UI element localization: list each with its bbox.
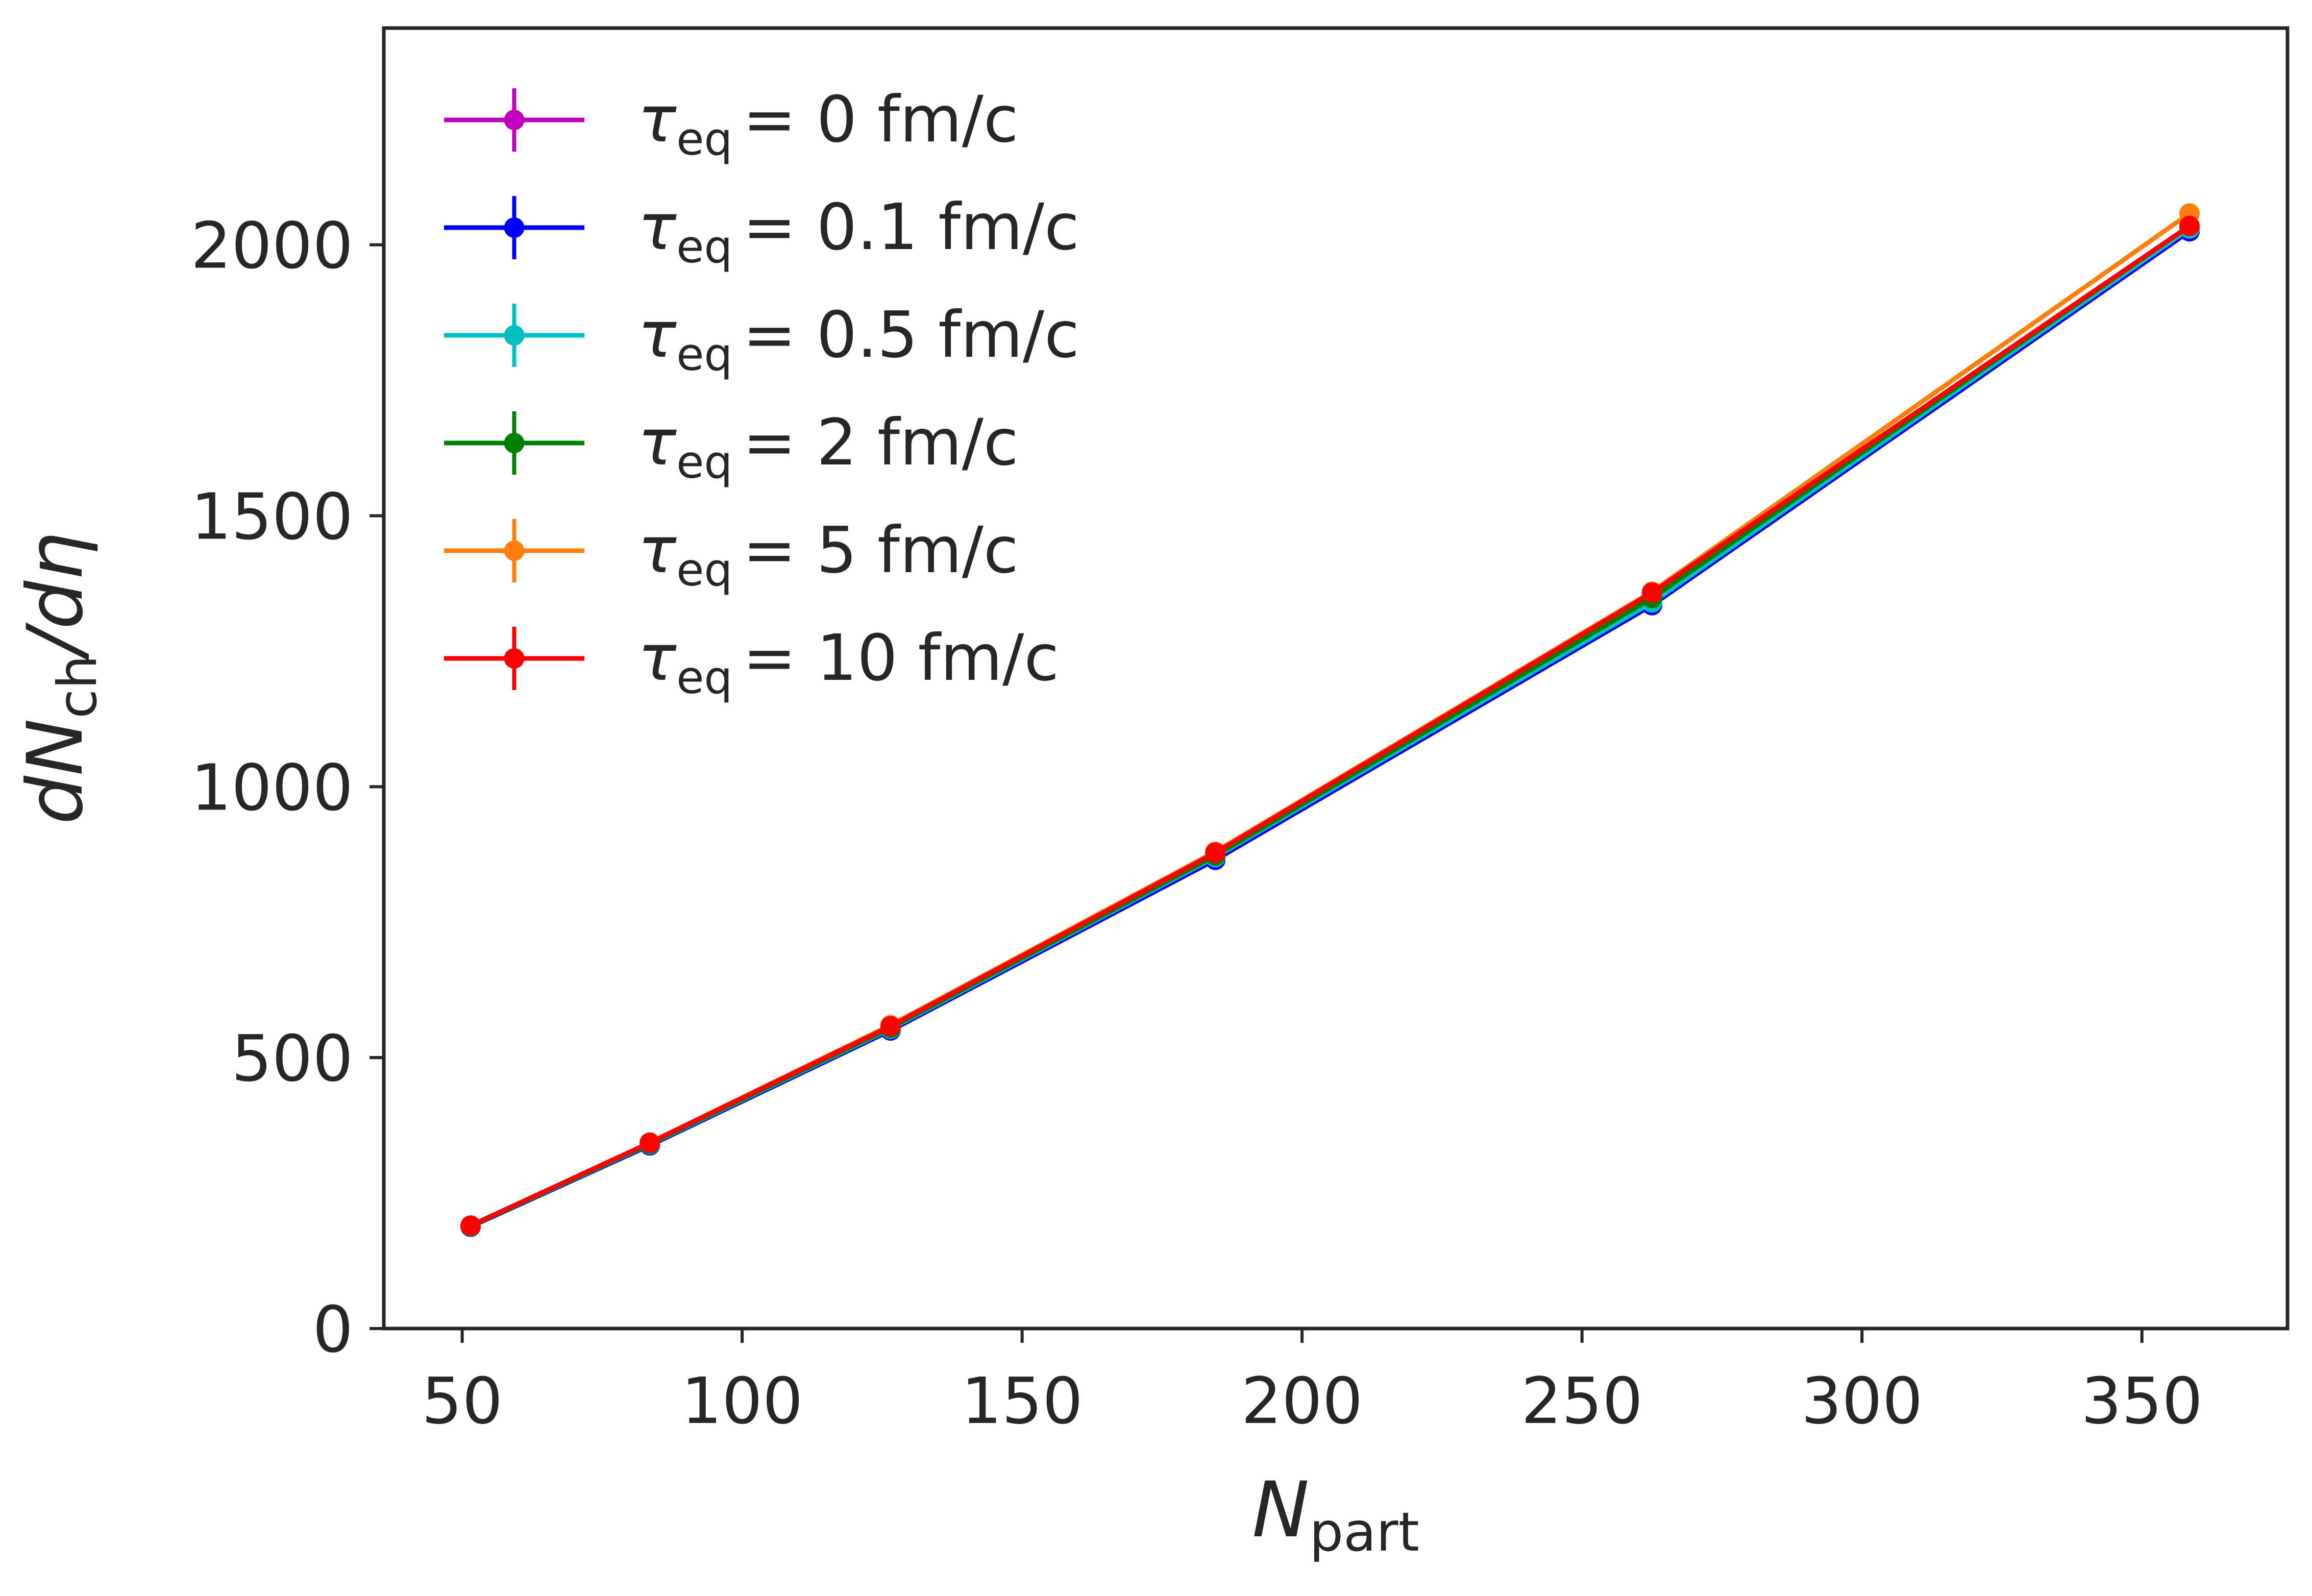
y-axis-title: dNch/dη bbox=[11, 532, 109, 825]
legend-value: = 10 fm/c bbox=[743, 621, 1059, 695]
x-tick-label: 350 bbox=[2081, 1364, 2203, 1438]
legend-entry: τeq = 2 fm/c bbox=[444, 406, 1019, 488]
y-tick-label: 0 bbox=[312, 1293, 353, 1367]
legend-marker bbox=[504, 541, 525, 561]
data-point bbox=[640, 1132, 660, 1153]
legend-label: τeq = 0 fm/c bbox=[638, 83, 1019, 165]
legend-entry: τeq = 0.1 fm/c bbox=[444, 190, 1079, 273]
plot-frame bbox=[382, 26, 2290, 1331]
x-tick-label: 150 bbox=[961, 1364, 1083, 1438]
legend-label: τeq = 0.1 fm/c bbox=[638, 190, 1079, 273]
x-tick-label: 300 bbox=[1801, 1364, 1923, 1438]
legend-value: = 2 fm/c bbox=[743, 406, 1018, 480]
legend-var: τ bbox=[638, 83, 677, 157]
legend-label: τeq = 2 fm/c bbox=[638, 406, 1019, 488]
y-axis-title-sub: ch bbox=[46, 655, 109, 719]
legend-entry: τeq = 5 fm/c bbox=[444, 513, 1019, 596]
legend-var: τ bbox=[638, 513, 677, 587]
x-axis-title: Npart bbox=[1252, 1466, 1419, 1563]
x-tick-label: 250 bbox=[1521, 1364, 1643, 1438]
series-5 bbox=[460, 215, 2200, 1236]
legend-sub: eq bbox=[676, 544, 732, 596]
legend-marker bbox=[504, 325, 525, 346]
legend-marker bbox=[504, 110, 525, 130]
legend-sub: eq bbox=[676, 113, 732, 165]
x-tick-label: 100 bbox=[681, 1364, 803, 1438]
y-axis-ticks: 0 500 1000 1500 2000 bbox=[191, 209, 384, 1367]
legend-marker bbox=[504, 217, 525, 238]
legend-var: τ bbox=[638, 406, 677, 480]
legend-value: = 0 fm/c bbox=[743, 83, 1018, 157]
y-tick-label: 2000 bbox=[191, 209, 353, 283]
y-tick-label: 1500 bbox=[191, 480, 353, 554]
legend-sub: eq bbox=[676, 220, 732, 273]
plot-area bbox=[384, 28, 2288, 1329]
series-line bbox=[468, 224, 2192, 1228]
legend-var: τ bbox=[638, 190, 677, 264]
legend-var: τ bbox=[638, 621, 677, 695]
legend-var: τ bbox=[638, 298, 677, 372]
series-layer bbox=[460, 203, 2200, 1237]
data-point bbox=[1205, 842, 1226, 863]
data-point bbox=[1641, 582, 1662, 603]
data-point bbox=[880, 1016, 901, 1037]
y-axis-title-pre: dN bbox=[11, 719, 100, 824]
legend-value: = 0.1 fm/c bbox=[743, 190, 1079, 264]
legend-label: τeq = 5 fm/c bbox=[638, 513, 1019, 596]
legend-entry: τeq = 0 fm/c bbox=[444, 83, 1019, 165]
legend-sub: eq bbox=[676, 328, 732, 381]
legend-sub: eq bbox=[676, 651, 732, 704]
legend-entry: τeq = 10 fm/c bbox=[444, 621, 1059, 704]
y-tick-label: 1000 bbox=[191, 751, 353, 825]
x-tick-label: 200 bbox=[1241, 1364, 1363, 1438]
y-tick-label: 500 bbox=[231, 1022, 353, 1096]
legend-entry: τeq = 0.5 fm/c bbox=[444, 298, 1079, 381]
legend-marker bbox=[504, 648, 525, 669]
legend-value: = 0.5 fm/c bbox=[743, 298, 1079, 372]
x-axis-title-sub: part bbox=[1309, 1501, 1419, 1563]
x-axis-title-main: N bbox=[1252, 1466, 1309, 1555]
x-tick-label: 50 bbox=[422, 1364, 503, 1438]
y-axis-title-post: /dη bbox=[11, 532, 100, 661]
legend-marker bbox=[504, 433, 525, 453]
x-axis-ticks: 50 100 150 200 250 300 350 bbox=[422, 1329, 2203, 1438]
legend-label: τeq = 0.5 fm/c bbox=[638, 298, 1079, 381]
legend-label: τeq = 10 fm/c bbox=[638, 621, 1059, 704]
data-point bbox=[460, 1215, 481, 1236]
legend-value: = 5 fm/c bbox=[743, 513, 1018, 587]
legend-sub: eq bbox=[676, 436, 732, 488]
data-point bbox=[2179, 215, 2200, 236]
